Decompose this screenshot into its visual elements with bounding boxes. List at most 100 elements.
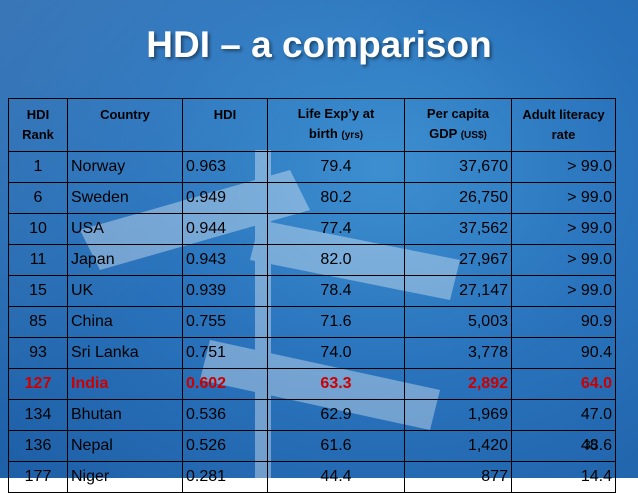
cell-life-expectancy: 62.9 — [267, 399, 405, 431]
cell-country: China — [67, 306, 183, 338]
cell-hdi: 0.602 — [182, 368, 268, 400]
cell-hdi: 0.281 — [182, 461, 268, 493]
cell-life-expectancy: 71.6 — [267, 306, 405, 338]
cell-literacy: 47.0 — [511, 399, 616, 431]
cell-country: India — [67, 368, 183, 400]
header-unit: (US$) — [460, 130, 487, 141]
table-row: 134 Bhutan 0.536 62.9 1,969 47.0 — [8, 399, 616, 431]
cell-hdi: 0.944 — [182, 213, 268, 245]
cell-life-expectancy: 77.4 — [267, 213, 405, 245]
header-line: Adult literacy — [522, 107, 605, 122]
cell-country: Norway — [67, 151, 183, 183]
cell-literacy: > 99.0 — [511, 275, 616, 307]
cell-country: Sweden — [67, 182, 183, 214]
header-line: Country — [100, 107, 150, 122]
cell-hdi: 0.943 — [182, 244, 268, 276]
table-body: 1 Norway 0.963 79.4 37,670 > 99.0 6 Sweden 0.949… — [8, 151, 616, 493]
header-line: rate — [551, 127, 576, 142]
cell-literacy: > 99.0 — [511, 182, 616, 214]
cell-country: UK — [67, 275, 183, 307]
cell-literacy: 90.9 — [511, 306, 616, 338]
cell-country: Niger — [67, 461, 183, 493]
cell-literacy: 90.4 — [511, 337, 616, 369]
table-row: 136 Nepal 0.526 61.6 1,420 48.6 — [8, 430, 616, 462]
cell-literacy: > 99.0 — [511, 213, 616, 245]
table-row: 127 India 0.602 63.3 2,892 64.0 — [8, 368, 616, 400]
cell-hdi: 0.751 — [182, 337, 268, 369]
cell-literacy: 64.0 — [511, 368, 616, 400]
cell-literacy: > 99.0 — [511, 151, 616, 183]
cell-gdp: 37,562 — [404, 213, 512, 245]
header-line: Per capita — [426, 106, 490, 121]
header-line: GDP — [429, 126, 458, 141]
hdi-comparison-table: HDI Rank Country HDI Life Exp’y at birth… — [8, 98, 616, 493]
table-row: 6 Sweden 0.949 80.2 26,750 > 99.0 — [8, 182, 616, 214]
cell-gdp: 5,003 — [404, 306, 512, 338]
cell-gdp: 3,778 — [404, 337, 512, 369]
cell-life-expectancy: 74.0 — [267, 337, 405, 369]
header-unit: (yrs) — [341, 130, 364, 141]
cell-literacy: 48.6 — [511, 430, 616, 462]
cell-literacy: > 99.0 — [511, 244, 616, 276]
cell-hdi: 0.963 — [182, 151, 268, 183]
cell-rank: 10 — [8, 213, 68, 245]
cell-rank: 136 — [8, 430, 68, 462]
header-life-expectancy: Life Exp’y at birth (yrs) — [267, 98, 405, 152]
table-row: 11 Japan 0.943 82.0 27,967 > 99.0 — [8, 244, 616, 276]
header-hdi-rank: HDI Rank — [8, 98, 68, 152]
cell-rank: 93 — [8, 337, 68, 369]
header-line: Rank — [22, 127, 54, 142]
cell-rank: 11 — [8, 244, 68, 276]
header-line: HDI — [26, 107, 50, 122]
cell-country: USA — [67, 213, 183, 245]
cell-rank: 15 — [8, 275, 68, 307]
cell-gdp: 27,967 — [404, 244, 512, 276]
cell-gdp: 877 — [404, 461, 512, 493]
cell-gdp: 2,892 — [404, 368, 512, 400]
cell-life-expectancy: 78.4 — [267, 275, 405, 307]
cell-life-expectancy: 63.3 — [267, 368, 405, 400]
cell-life-expectancy: 82.0 — [267, 244, 405, 276]
table-row: 10 USA 0.944 77.4 37,562 > 99.0 — [8, 213, 616, 245]
table-header-row: HDI Rank Country HDI Life Exp’y at birth… — [8, 98, 616, 152]
header-gdp-per-capita: Per capita GDP (US$) — [404, 98, 512, 152]
table-row: 15 UK 0.939 78.4 27,147 > 99.0 — [8, 275, 616, 307]
cell-rank: 1 — [8, 151, 68, 183]
table-row: 93 Sri Lanka 0.751 74.0 3,778 90.4 — [8, 337, 616, 369]
header-line: HDI — [213, 107, 237, 122]
header-line: Life Exp’y at — [297, 106, 375, 121]
cell-country: Sri Lanka — [67, 337, 183, 369]
table-row: 85 China 0.755 71.6 5,003 90.9 — [8, 306, 616, 338]
header-country: Country — [67, 98, 183, 152]
cell-gdp: 1,969 — [404, 399, 512, 431]
cell-hdi: 0.949 — [182, 182, 268, 214]
cell-life-expectancy: 79.4 — [267, 151, 405, 183]
cell-life-expectancy: 44.4 — [267, 461, 405, 493]
cell-literacy: 14.4 — [511, 461, 616, 493]
header-adult-literacy: Adult literacy rate — [511, 98, 616, 152]
cell-country: Bhutan — [67, 399, 183, 431]
cell-rank: 134 — [8, 399, 68, 431]
cell-country: Japan — [67, 244, 183, 276]
cell-gdp: 26,750 — [404, 182, 512, 214]
cell-gdp: 37,670 — [404, 151, 512, 183]
cell-hdi: 0.526 — [182, 430, 268, 462]
cell-rank: 127 — [8, 368, 68, 400]
cell-gdp: 27,147 — [404, 275, 512, 307]
cell-life-expectancy: 61.6 — [267, 430, 405, 462]
cell-hdi: 0.939 — [182, 275, 268, 307]
table-row: 177 Niger 0.281 44.4 877 14.4 — [8, 461, 616, 493]
cell-gdp: 1,420 — [404, 430, 512, 462]
header-hdi: HDI — [182, 98, 268, 152]
cell-life-expectancy: 80.2 — [267, 182, 405, 214]
cell-hdi: 0.536 — [182, 399, 268, 431]
cell-hdi: 0.755 — [182, 306, 268, 338]
cell-rank: 177 — [8, 461, 68, 493]
cell-rank: 6 — [8, 182, 68, 214]
cell-country: Nepal — [67, 430, 183, 462]
header-line: birth — [308, 126, 338, 141]
cell-rank: 85 — [8, 306, 68, 338]
page-number: 35 — [584, 438, 598, 452]
slide-title: HDI – a comparison — [146, 24, 492, 65]
